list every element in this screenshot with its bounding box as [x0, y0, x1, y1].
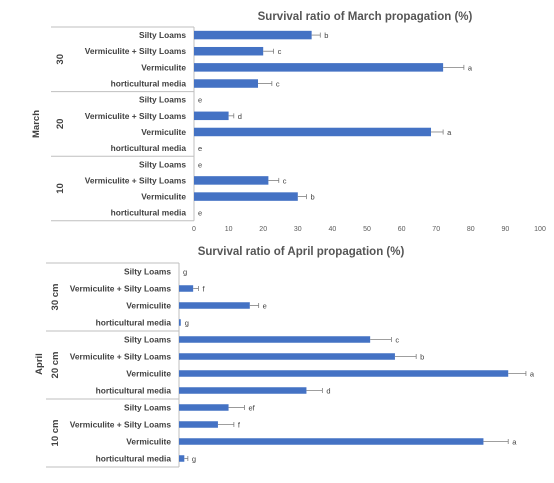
category-label: Silty Loams [139, 95, 186, 105]
x-tick-label: 70 [432, 226, 440, 233]
bar [194, 127, 432, 137]
significance-letter: b [420, 353, 424, 362]
bar [179, 404, 229, 411]
category-label: Vermiculite + Silty Loams [85, 175, 187, 185]
bar [179, 421, 218, 428]
significance-letter: c [395, 336, 399, 345]
bar [194, 176, 269, 185]
significance-letter: c [283, 176, 287, 185]
significance-letter: b [310, 193, 314, 202]
category-label: Silty Loams [124, 403, 171, 413]
bar [179, 336, 371, 343]
bar [179, 285, 194, 292]
march-plot: 30 Silty Loams b Vermiculite + Silty Loams c… [51, 26, 546, 233]
x-tick-label: 20 [259, 226, 267, 233]
bar [194, 192, 298, 201]
x-tick-label: 30 [294, 226, 302, 233]
april-month-label: April [34, 353, 45, 375]
category-label: Vermiculite [141, 192, 186, 202]
bar [179, 387, 307, 394]
march-chart: Survival ratio of March propagation (%) … [31, 11, 546, 233]
significance-letter: a [530, 370, 535, 379]
x-tick-label: 0 [192, 226, 196, 233]
category-label: Vermiculite [126, 369, 171, 379]
april-plot: 30 cm Silty Loams g Vermiculite + Silty Loa… [46, 262, 535, 468]
category-label: Vermiculite [126, 301, 171, 311]
significance-letter: e [198, 160, 202, 169]
april-chart: Survival ratio of April propagation (%) … [34, 246, 535, 468]
category-label: Silty Loams [124, 335, 171, 345]
significance-letter: g [183, 268, 187, 277]
category-label: Vermiculite [141, 62, 186, 72]
bar [194, 63, 444, 72]
bar [179, 353, 395, 360]
bar [179, 455, 185, 462]
significance-letter: c [278, 47, 282, 56]
x-tick-label: 90 [502, 226, 510, 233]
significance-letter: g [185, 319, 189, 328]
bar [179, 319, 181, 326]
group-label: 20 cm [50, 352, 61, 379]
bar [194, 79, 259, 88]
category-label: horticultural media [96, 386, 172, 396]
category-label: horticultural media [111, 143, 187, 153]
significance-letter: g [192, 455, 196, 464]
category-label: Vermiculite + Silty Loams [70, 352, 172, 362]
march-month-label: March [31, 110, 42, 138]
category-label: Silty Loams [139, 30, 186, 40]
x-tick-label: 100 [534, 226, 546, 233]
significance-letter: d [326, 387, 330, 396]
significance-letter: a [447, 128, 452, 137]
significance-letter: f [202, 285, 205, 294]
march-chart-title: Survival ratio of March propagation (%) [258, 11, 473, 23]
significance-letter: d [238, 112, 242, 121]
x-tick-label: 40 [329, 226, 337, 233]
group-label: 30 [55, 54, 66, 65]
significance-letter: b [324, 31, 328, 40]
category-label: Silty Loams [139, 159, 186, 169]
bar [179, 370, 509, 377]
significance-letter: e [198, 144, 202, 153]
category-label: horticultural media [111, 79, 187, 89]
x-tick-label: 80 [467, 226, 475, 233]
category-label: horticultural media [96, 318, 172, 328]
category-label: Vermiculite + Silty Loams [70, 284, 172, 294]
category-label: Vermiculite + Silty Loams [85, 111, 187, 121]
category-label: Vermiculite [126, 437, 171, 447]
significance-letter: c [276, 80, 280, 89]
category-label: horticultural media [111, 208, 187, 218]
category-label: Vermiculite + Silty Loams [70, 420, 172, 430]
significance-letter: f [238, 421, 241, 430]
significance-letter: e [198, 209, 202, 218]
significance-letter: e [198, 96, 202, 105]
significance-letter: a [512, 438, 517, 447]
category-label: horticultural media [96, 454, 172, 464]
bar [179, 438, 484, 445]
x-tick-label: 10 [225, 226, 233, 233]
april-chart-title: Survival ratio of April propagation (%) [198, 246, 405, 258]
group-label: 20 [55, 119, 66, 130]
bar [194, 111, 229, 121]
group-label: 30 cm [50, 284, 61, 311]
group-label: 10 cm [50, 420, 61, 447]
x-tick-label: 60 [398, 226, 406, 233]
bar [179, 302, 250, 309]
x-tick-label: 50 [363, 226, 371, 233]
bar [194, 46, 264, 56]
category-label: Vermiculite + Silty Loams [85, 46, 187, 56]
significance-letter: ef [248, 404, 255, 413]
category-label: Silty Loams [124, 267, 171, 277]
category-label: Vermiculite [141, 127, 186, 137]
significance-letter: a [468, 63, 473, 72]
significance-letter: e [263, 302, 267, 311]
group-label: 10 [55, 183, 66, 194]
bar [194, 30, 312, 40]
